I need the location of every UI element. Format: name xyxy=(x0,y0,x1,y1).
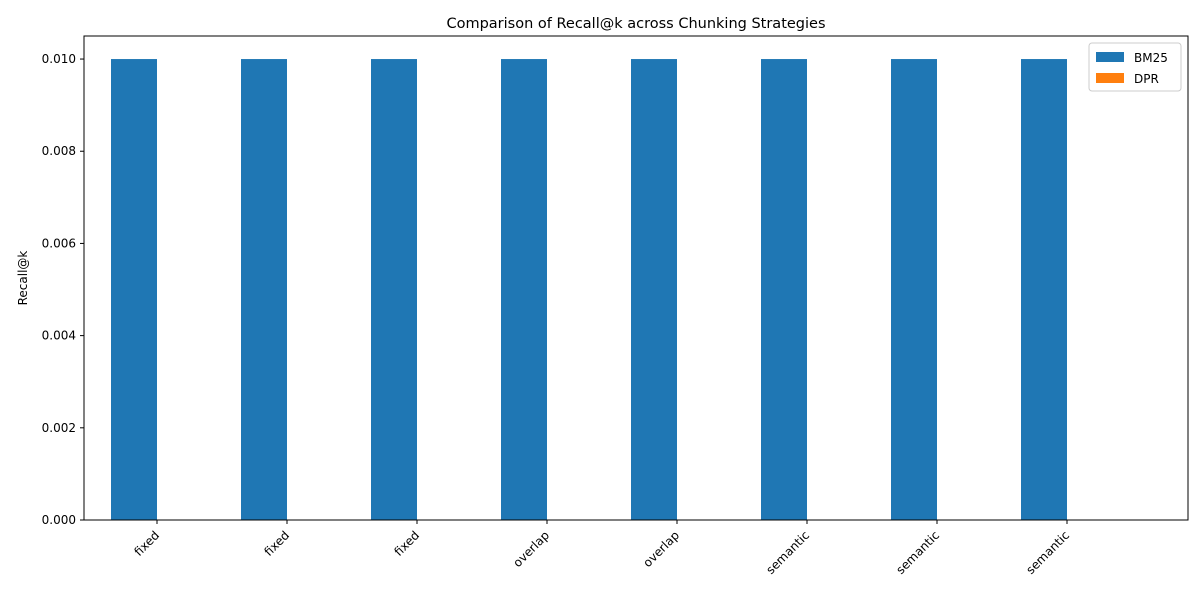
bars-layer xyxy=(111,59,1067,521)
legend-label-dpr: DPR xyxy=(1134,72,1159,86)
y-tick-label: 0.004 xyxy=(42,329,76,343)
legend-label-bm25: BM25 xyxy=(1134,51,1168,65)
bar-bm25-3 xyxy=(501,59,547,521)
x-tick-label: semantic xyxy=(1023,528,1072,577)
x-tick-label: fixed xyxy=(262,528,293,559)
y-axis-label: Recall@k xyxy=(16,251,30,306)
x-tick-label: fixed xyxy=(392,528,423,559)
bar-bm25-0 xyxy=(111,59,157,521)
bar-bm25-1 xyxy=(241,59,287,521)
legend-swatch-dpr xyxy=(1096,73,1124,83)
x-tick-label: semantic xyxy=(893,528,942,577)
x-tick-label: overlap xyxy=(640,528,682,570)
x-tick-label: fixed xyxy=(132,528,163,559)
plot-frame xyxy=(83,35,1189,521)
x-tick-label: semantic xyxy=(763,528,812,577)
bar-bm25-7 xyxy=(1021,59,1067,521)
chart-title: Comparison of Recall@k across Chunking S… xyxy=(446,16,825,32)
bar-bm25-5 xyxy=(761,59,807,521)
legend: BM25 DPR xyxy=(1088,42,1182,92)
y-axis: 0.000 0.002 0.004 0.006 0.008 0.010 xyxy=(42,52,84,527)
legend-swatch-bm25 xyxy=(1096,52,1124,62)
x-axis: fixed fixed fixed overlap overlap semantic sem… xyxy=(132,520,1072,577)
bar-bm25-6 xyxy=(891,59,937,521)
y-tick-label: 0.006 xyxy=(42,236,76,250)
y-tick-label: 0.000 xyxy=(42,513,76,527)
bar-bm25-2 xyxy=(371,59,417,521)
y-tick-label: 0.008 xyxy=(42,144,76,158)
y-tick-label: 0.010 xyxy=(42,52,76,66)
y-tick-label: 0.002 xyxy=(42,421,76,435)
bar-bm25-4 xyxy=(631,59,677,521)
x-tick-label: overlap xyxy=(510,528,552,570)
